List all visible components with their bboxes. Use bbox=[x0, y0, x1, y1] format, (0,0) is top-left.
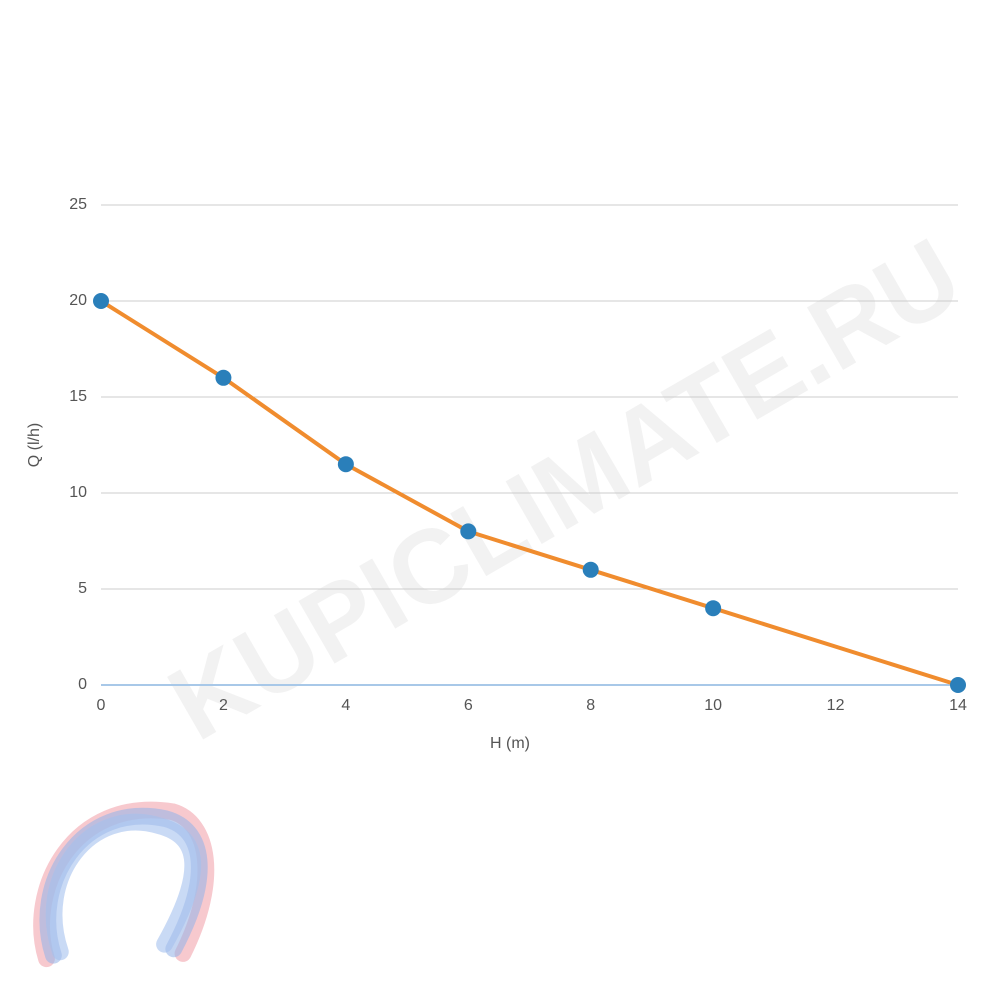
y-tick: 10 bbox=[69, 484, 87, 502]
x-tick: 12 bbox=[827, 697, 845, 715]
y-tick: 25 bbox=[69, 196, 87, 214]
y-axis-label: Q (l/h) bbox=[26, 423, 44, 467]
y-tick: 15 bbox=[69, 388, 87, 406]
x-tick: 2 bbox=[219, 697, 228, 715]
x-tick: 10 bbox=[704, 697, 722, 715]
line-chart bbox=[0, 0, 1000, 1000]
y-tick: 0 bbox=[78, 676, 87, 694]
x-tick: 4 bbox=[341, 697, 350, 715]
x-tick: 14 bbox=[949, 697, 967, 715]
x-tick: 8 bbox=[586, 697, 595, 715]
x-tick: 6 bbox=[464, 697, 473, 715]
x-axis-label: H (m) bbox=[490, 735, 530, 753]
chart-container: KUPICLIMATE.RU H (m) Q (l/h) 02468101214… bbox=[0, 0, 1000, 1000]
y-tick: 20 bbox=[69, 292, 87, 310]
x-tick: 0 bbox=[97, 697, 106, 715]
y-tick: 5 bbox=[78, 580, 87, 598]
